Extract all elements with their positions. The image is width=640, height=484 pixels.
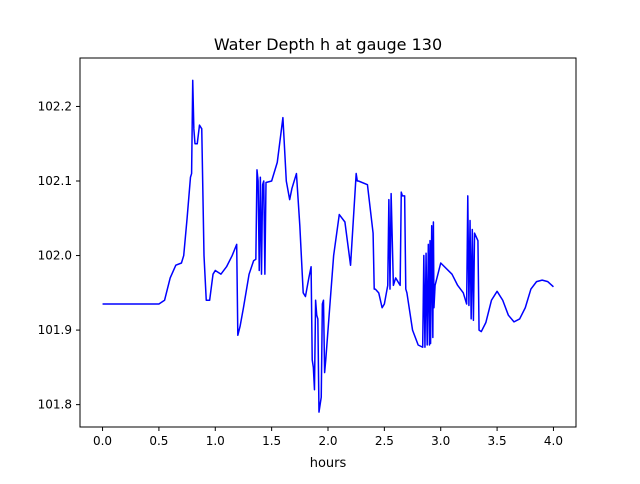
axes-layer: 0.0 0.5 1.0 1.5 2.0 2.5 3.0 3.5 4.0 101.8 101.9 102…: [38, 57, 577, 448]
y-tick-label: 102.2: [38, 99, 72, 113]
series-layer: [102, 79, 554, 413]
x-tick-label: 4.0: [544, 434, 563, 448]
x-tick-label: 2.5: [375, 434, 394, 448]
series-line-0: [102, 79, 554, 413]
x-tick-label: 1.0: [206, 434, 225, 448]
y-tick-label: 102.0: [38, 249, 72, 263]
x-tick-label: 0.0: [93, 434, 112, 448]
x-tick-label: 3.0: [431, 434, 450, 448]
y-tick-label: 102.1: [38, 174, 72, 188]
plot-area: [80, 58, 576, 427]
x-tick-label: 2.0: [318, 434, 337, 448]
x-axis-label: hours: [310, 456, 347, 471]
chart-title: Water Depth h at gauge 130: [214, 35, 442, 54]
x-tick-label: 0.5: [149, 434, 168, 448]
y-tick-label: 101.8: [38, 398, 72, 412]
x-tick-label: 3.5: [488, 434, 507, 448]
x-tick-label: 1.5: [262, 434, 281, 448]
y-tick-label: 101.9: [38, 323, 72, 337]
